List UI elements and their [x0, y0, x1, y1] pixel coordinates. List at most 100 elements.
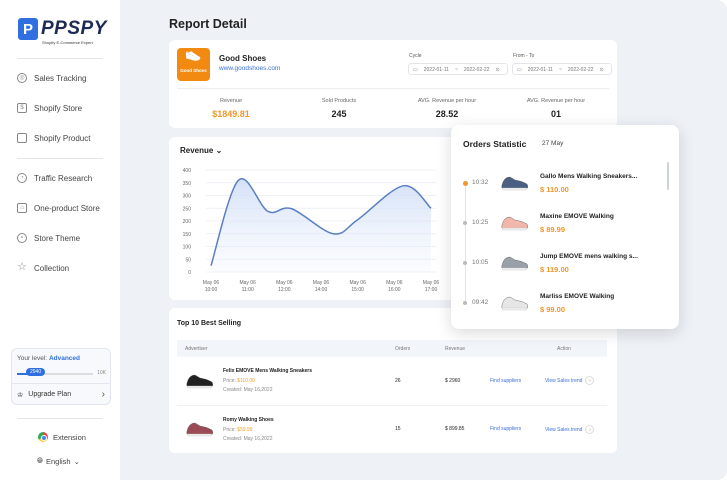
order-item[interactable]: 10:25 Maxine EMOVE Walking $ 89.99 — [463, 209, 663, 239]
created-label: Created: — [223, 435, 243, 442]
order-item[interactable]: 10:32 Gallo Mens Walking Sneakers... $ 1… — [463, 169, 663, 199]
divider — [17, 158, 103, 159]
revenue-chart: 0 50 100 150 200 250 300 350 400 May 06 10:00 May 0… — [183, 168, 440, 293]
chevron-down-icon: ⌄ — [215, 146, 223, 155]
find-cell: Find suppliers — [482, 357, 537, 406]
page-title: Report Detail — [169, 17, 247, 31]
product-image — [500, 251, 530, 277]
y-tick-label: 250 — [183, 206, 192, 212]
clear-icon: ⊙ — [495, 67, 500, 73]
sidebar-item-sales-tracking[interactable]: ◎ Sales Tracking — [17, 73, 86, 83]
cycle-date-picker[interactable]: ▭ 2022-01-11 ~2022-02-22 ⊙ — [408, 63, 508, 75]
upgrade-plan-button[interactable]: ♔ Upgrade Plan › — [12, 383, 110, 405]
order-time: 10:32 — [472, 179, 489, 186]
stat-sold-products: Sold Products 245 — [284, 98, 394, 119]
view-sales-trend-link[interactable]: View Sales trend — [545, 378, 583, 385]
find-suppliers-link[interactable]: Find suppliers — [490, 426, 522, 432]
order-product-name: Maxine EMOVE Walking — [540, 213, 614, 220]
stat-label: Sold Products — [321, 98, 357, 104]
sidebar-item-shopify-store[interactable]: $ Shopify Store — [17, 103, 82, 113]
action-cell: View Sales trend › — [537, 357, 607, 406]
revenue-cell: $ 899.85 — [437, 405, 482, 454]
best-selling-table: Advertiser Orders Revenue Action Felix EMOV… — [177, 340, 607, 454]
sidebar-item-shopify-product[interactable]: Shopify Product — [17, 133, 90, 143]
y-tick-label: 200 — [183, 219, 192, 225]
target-icon: ◎ — [17, 73, 27, 83]
stat-value: 01 — [550, 109, 561, 119]
cycle-label: Cycle — [409, 53, 422, 59]
nav-label: Shopify Product — [34, 133, 91, 143]
stat-value: 28.52 — [435, 109, 459, 119]
table-row: Romy Walking Shoes Price: $59.99 Created: … — [177, 405, 607, 454]
chrome-icon — [38, 432, 48, 442]
chevron-right-icon[interactable]: › — [585, 376, 595, 386]
date-sep: ~ — [454, 67, 458, 73]
x-tick-label: May 06 15:00 — [349, 280, 366, 293]
product-name[interactable]: Romy Walking Shoes — [223, 416, 274, 423]
divider — [177, 88, 609, 89]
price-label: Price: — [223, 426, 236, 433]
order-item[interactable]: 10:05 Jump EMOVE mens walking s... $ 119… — [463, 249, 663, 279]
x-tick-label: May 06 16:00 — [386, 280, 403, 293]
store-icon: $ — [17, 103, 27, 113]
orders-title: Orders Statistic — [463, 139, 527, 149]
chevron-right-icon: › — [101, 389, 105, 400]
view-sales-trend-link[interactable]: View Sales trend — [545, 426, 583, 433]
find-cell: Find suppliers — [482, 405, 537, 454]
sidebar-item-one-product-store[interactable]: ⌂ One-product Store — [17, 203, 100, 213]
product-price: Price: $110.00 — [223, 378, 312, 384]
column-header: Action — [537, 340, 607, 357]
orders-cell: 15 — [387, 405, 437, 454]
timeline-dot — [463, 261, 467, 265]
extension-label: Extension — [53, 432, 86, 442]
product-name[interactable]: Felix EMOVE Mens Walking Sneakers — [223, 368, 313, 375]
y-tick-label: 150 — [183, 232, 192, 238]
scrollbar[interactable] — [667, 162, 669, 190]
product-cell: Felix EMOVE Mens Walking Sneakers Price: … — [177, 357, 387, 406]
sidebar-item-store-theme[interactable]: ∘ Store Theme — [17, 233, 80, 243]
date-from: 2022-01-11 — [423, 67, 449, 73]
logo[interactable]: P PPSPY Shopify E-Commerce Expert — [18, 18, 107, 45]
x-tick-label: May 06 12:00 — [276, 280, 293, 293]
chart-metric-select[interactable]: Revenue ⌄ — [180, 146, 222, 155]
column-header: Advertiser — [177, 340, 387, 357]
order-price: $ 89.99 — [540, 225, 566, 234]
product-image — [185, 369, 215, 393]
sidebar-item-traffic-research[interactable]: ◔ Traffic Research — [17, 173, 92, 183]
order-product-name: Marliss EMOVE Walking — [540, 293, 615, 300]
created-value: May 16,2022 — [243, 387, 273, 394]
shop-url[interactable]: www.goodshoes.com — [219, 65, 281, 72]
x-tick-label: May 06 14:00 — [313, 280, 330, 293]
y-tick-label: 350 — [183, 181, 192, 187]
brand-tagline: Shopify E-Commerce Expert — [42, 40, 93, 45]
clear-icon: ⊙ — [599, 67, 604, 73]
range-date-picker[interactable]: ▭ 2022-01-11 ~2022-02-22 ⊙ — [512, 63, 612, 75]
home-icon: ⌂ — [17, 203, 27, 213]
language-select[interactable]: 🌐︎ English ⌄ — [37, 456, 80, 466]
order-item[interactable]: 09:42 Marliss EMOVE Walking $ 99.00 — [463, 289, 663, 319]
level-text: Your level: Advanced — [17, 355, 80, 362]
chevron-right-icon[interactable]: › — [585, 424, 595, 434]
level-badge: 2940 — [26, 368, 46, 376]
sidebar-item-collection[interactable]: ☆ Collection — [17, 261, 69, 273]
action-cell: View Sales trend › — [537, 405, 607, 454]
find-suppliers-link[interactable]: Find suppliers — [490, 377, 522, 384]
star-icon: ☆ — [17, 261, 27, 273]
brand-name: PPSPY — [41, 18, 107, 39]
price-value: $59.99 — [237, 426, 253, 433]
column-header — [482, 340, 537, 357]
order-price: $ 110.00 — [540, 185, 569, 194]
best-selling-card: Top 10 Best Selling Advertiser Orders Reve… — [169, 308, 617, 454]
level-label: Your level: — [17, 355, 48, 362]
nav-label: Shopify Store — [34, 103, 83, 113]
y-tick-label: 50 — [185, 257, 191, 263]
nav-label: Sales Tracking — [34, 73, 87, 83]
extension-link[interactable]: Extension — [38, 432, 86, 442]
created-label: Created: — [223, 387, 243, 394]
x-tick-label: May 06 11:00 — [239, 280, 256, 293]
calendar-icon: ▭ — [517, 67, 522, 73]
x-tick-label: May 06 10:00 — [203, 280, 220, 293]
y-tick-label: 0 — [188, 270, 191, 276]
order-time: 09:42 — [472, 299, 489, 306]
order-time: 10:25 — [472, 219, 489, 226]
